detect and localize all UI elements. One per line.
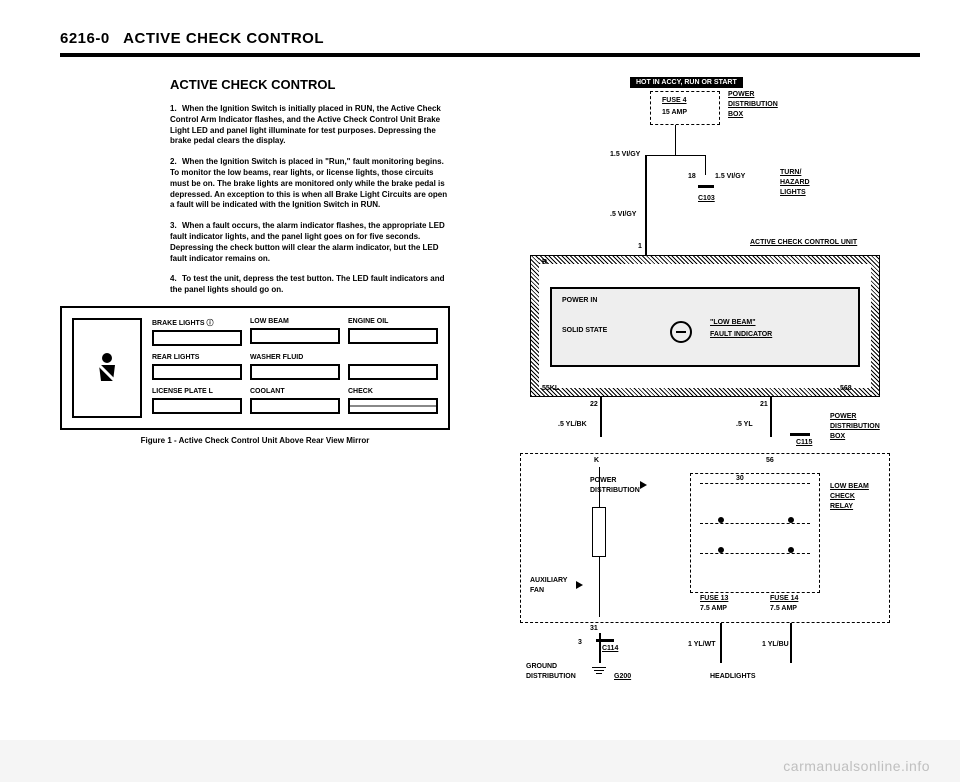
ind-check: CHECK [348, 388, 438, 396]
amp75a: 7.5 AMP [700, 605, 727, 612]
pin-K: K [594, 457, 599, 464]
aux: AUXILIARY [530, 577, 567, 584]
n568: 568 [840, 385, 852, 392]
c103: C103 [698, 195, 715, 202]
ground: GROUND [526, 663, 557, 670]
ylbu: 1 YL/BU [762, 641, 789, 648]
unit-label: ACTIVE CHECK CONTROL UNIT [750, 239, 857, 246]
wiring-diagram: HOT IN ACCY, RUN OR START FUSE 4 15 AMP … [470, 77, 920, 717]
lights: LIGHTS [780, 189, 806, 196]
para-4: 4.To test the unit, depress the test but… [170, 274, 450, 296]
headlights: HEADLIGHTS [710, 673, 756, 680]
w05yl: .5 YL [736, 421, 753, 428]
page-title: ACTIVE CHECK CONTROL [123, 30, 324, 47]
page-code: 6216-0 [60, 30, 110, 47]
c114: C114 [602, 645, 618, 652]
left-column: ACTIVE CHECK CONTROL 1.When the Ignition… [60, 77, 450, 717]
power-dist3: BOX [728, 111, 743, 118]
power-dist1: POWER [728, 91, 754, 98]
g200: G200 [614, 673, 631, 680]
ind-blank [348, 354, 438, 362]
seatbelt-icon [72, 318, 142, 418]
ind-license-plate: LICENSE PLATE L [152, 388, 242, 396]
relay1: LOW BEAM [830, 483, 869, 490]
ind-brake-lights: BRAKE LIGHTS ⓘ [152, 318, 242, 328]
w15vigy-1: 1.5 VI/GY [610, 151, 640, 158]
para-2: 2.When the Ignition Switch is placed in … [170, 157, 450, 211]
relay3: RELAY [830, 503, 853, 510]
page-header: 6216-0 ACTIVE CHECK CONTROL [60, 30, 920, 57]
pin-21: 21 [760, 401, 768, 408]
ylwt: 1 YL/WT [688, 641, 715, 648]
pin-31: 31 [590, 625, 598, 632]
power-dist2: DISTRIBUTION [728, 101, 778, 108]
hot-label: HOT IN ACCY, RUN OR START [630, 77, 743, 88]
pin-18: 18 [688, 173, 696, 180]
ind-low-beam: LOW BEAM [250, 318, 340, 326]
figure-caption: Figure 1 - Active Check Control Unit Abo… [60, 436, 450, 445]
power-dist-inner2: DISTRIBUTION [590, 487, 640, 494]
power2: POWER [830, 413, 856, 420]
c115: C115 [796, 439, 812, 446]
fuse4: FUSE 4 [662, 97, 687, 104]
w05vigy: .5 VI/GY [610, 211, 636, 218]
pin-56: 56 [766, 457, 774, 464]
pin-3: 3 [578, 639, 582, 646]
fuse14: FUSE 14 [770, 595, 798, 602]
power-dist-inner1: POWER [590, 477, 616, 484]
fan: FAN [530, 587, 544, 594]
turn: TURN/ [780, 169, 801, 176]
dist3: DISTRIBUTION [526, 673, 576, 680]
w05ylbk: .5 YL/BK [558, 421, 587, 428]
relay2: CHECK [830, 493, 855, 500]
pin-R: R [542, 259, 547, 266]
indicator-panel: BRAKE LIGHTS ⓘ LOW BEAM ENGINE OIL REAR … [60, 306, 450, 430]
power-in: POWER IN [562, 297, 597, 304]
fuse13: FUSE 13 [700, 595, 728, 602]
dist2: DISTRIBUTION [830, 423, 880, 430]
ind-rear-lights: REAR LIGHTS [152, 354, 242, 362]
para-1: 1.When the Ignition Switch is initially … [170, 104, 450, 147]
solid-state: SOLID STATE [562, 327, 607, 334]
box2: BOX [830, 433, 845, 440]
w15vigy-2: 1.5 VI/GY [715, 173, 745, 180]
ind-engine-oil: ENGINE OIL [348, 318, 438, 326]
ind-coolant: COOLANT [250, 388, 340, 396]
para-3: 3.When a fault occurs, the alarm indicat… [170, 221, 450, 264]
fault-indicator: FAULT INDICATOR [710, 331, 772, 338]
hazard: HAZARD [780, 179, 810, 186]
amp15: 15 AMP [662, 109, 687, 116]
section-title: ACTIVE CHECK CONTROL [170, 77, 450, 92]
ind-washer-fluid: WASHER FLUID [250, 354, 340, 362]
low-beam-text: "LOW BEAM" [710, 319, 756, 326]
kl55: 55KL [542, 385, 559, 392]
pin-22: 22 [590, 401, 598, 408]
amp75b: 7.5 AMP [770, 605, 797, 612]
watermark: carmanualsonline.info [783, 758, 930, 774]
pin-1: 1 [638, 243, 642, 250]
